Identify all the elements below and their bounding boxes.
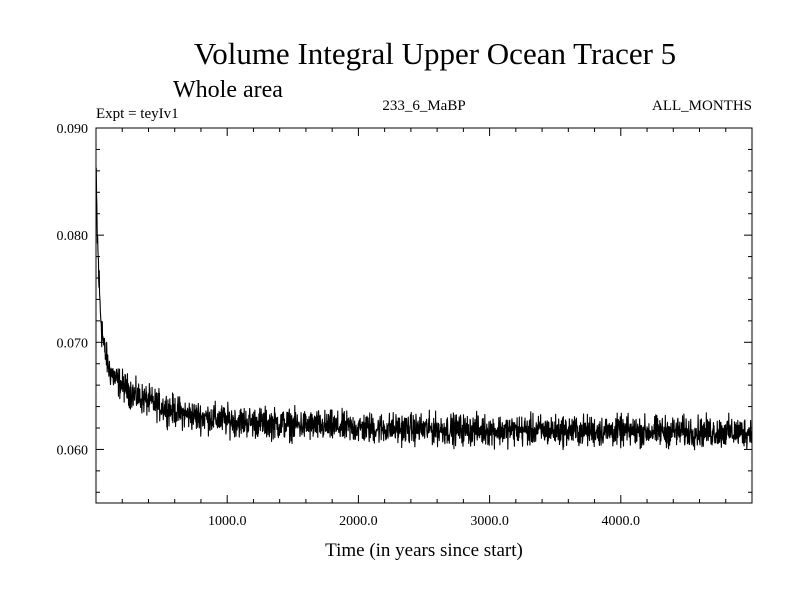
months-label: ALL_MONTHS (652, 98, 752, 114)
y-tick-label: 0.090 (57, 122, 89, 137)
chart-title: Volume Integral Upper Ocean Tracer 5 (194, 36, 676, 71)
series-line (95, 167, 753, 451)
x-tick-label: 2000.0 (339, 514, 378, 529)
x-tick-label: 3000.0 (470, 514, 509, 529)
y-tick-label: 0.070 (57, 336, 89, 351)
x-axis-label: Time (in years since start) (325, 540, 523, 561)
period-label: 233_6_MaBP (382, 98, 465, 114)
experiment-label: Expt = teyIv1 (96, 106, 179, 122)
y-tick-label: 0.060 (57, 443, 89, 458)
plot-frame (95, 127, 753, 504)
plot-area: 1000.0 2000.0 3000.0 4000.0 0.060 0.070 0.080 0… (57, 122, 753, 529)
chart-subtitle: Whole area (173, 77, 283, 103)
y-tick-label: 0.080 (57, 229, 89, 244)
x-tick-label: 1000.0 (208, 514, 247, 529)
x-tick-label: 4000.0 (602, 514, 641, 529)
